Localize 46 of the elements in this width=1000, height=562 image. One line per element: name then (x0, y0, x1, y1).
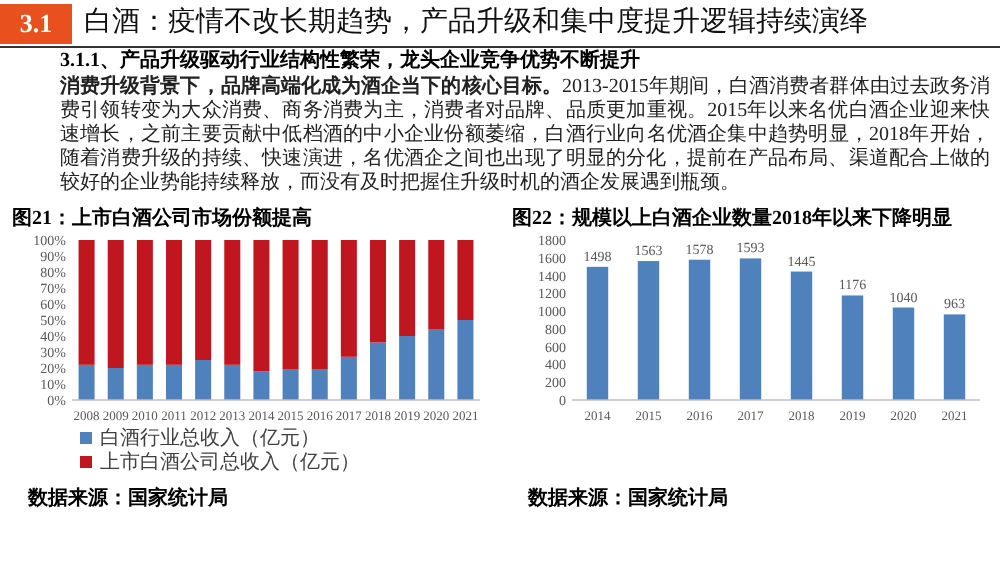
bar (457, 240, 474, 320)
bar (165, 364, 183, 400)
bar (457, 320, 474, 400)
bar (311, 240, 328, 370)
bar (253, 240, 270, 372)
bar (688, 259, 711, 400)
source-note: 数据来源：国家统计局 (526, 486, 728, 510)
bar (790, 271, 813, 400)
legend-label: 上市白酒公司总收入（亿元） (100, 450, 360, 474)
bar (586, 266, 609, 400)
bar (107, 368, 124, 400)
bar (224, 364, 241, 400)
bar (282, 369, 299, 400)
bar (369, 342, 387, 400)
source-note: 数据来源：国家统计局 (26, 486, 228, 510)
bar (428, 240, 445, 330)
bar (841, 295, 864, 400)
chart-title: 图22：规模以上白酒企业数量2018年以来下降明显 (512, 206, 952, 230)
bar (739, 258, 762, 400)
bar (340, 356, 357, 400)
bar (107, 240, 124, 368)
bar (224, 240, 241, 365)
bar (637, 261, 660, 400)
bar (195, 240, 212, 360)
bar (892, 307, 915, 400)
bar (428, 329, 445, 400)
bar (136, 364, 153, 400)
bar (78, 240, 95, 365)
bar (78, 364, 95, 400)
text: 白酒：疫情不改长期趋势，产品升级和集中度提升逻辑持续演绎 (84, 6, 870, 42)
bar (399, 240, 416, 336)
text: 3.1 (0, 4, 72, 44)
legend-label: 白酒行业总收入（亿元） (100, 426, 320, 450)
bar (399, 336, 416, 400)
bar (311, 369, 328, 400)
bar (943, 314, 966, 400)
text: 3.1.1、产品升级驱动行业结构性繁荣，龙头企业竞争优势不断提升 (60, 50, 642, 74)
text: 消费升级背景下，品牌高端化成为酒企当下的核心目标。2013-2015年期间，白酒消费者群体由过去政务消费引领转变为大众消费、商务消费为主，消费者对品牌、品质更加重视。2015年以来名优白酒企业迎来快速增长，之前主要贡献中低档酒的中小企业份额萎缩，白酒行业向名优酒企集中趋势明显，2018年开始，随着消费升级的持续、快速演进，名优酒企之间也出现了明显的分化，提前在产品布局、渠道配合上做的较好的企业势能持续释放，而没有及时把握住升级时机的酒企发展遇到瓶颈。 (60, 76, 991, 194)
bar (282, 240, 299, 370)
bar (195, 360, 212, 400)
bar (165, 240, 183, 365)
bar (253, 371, 270, 400)
bar (340, 240, 357, 357)
bar (369, 240, 387, 343)
bar (136, 240, 153, 365)
chart-title: 图21：上市白酒公司市场份额提高 (12, 206, 312, 230)
